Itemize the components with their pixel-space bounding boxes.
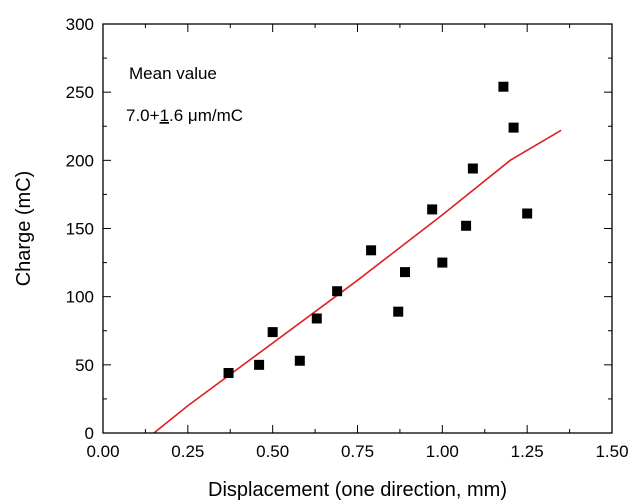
y-axis-title: Charge (mC): [13, 171, 35, 287]
x-tick-label: 0.25: [171, 442, 204, 461]
data-points-layer: [223, 81, 533, 379]
fit-line-layer: [153, 129, 562, 434]
annotation-value-prefix: 7.0+: [126, 106, 160, 125]
y-tick-label: 200: [66, 151, 94, 170]
y-tick-label: 100: [66, 288, 94, 307]
data-point: [461, 220, 472, 231]
annotation-mean-value: Mean value: [129, 64, 217, 83]
annotation-mean-result: 7.0+1.6 μm/mC: [126, 106, 243, 125]
y-tick-label: 300: [66, 15, 94, 34]
fit-line: [153, 129, 562, 434]
data-point: [332, 286, 343, 297]
data-point: [254, 359, 265, 370]
data-point: [223, 368, 234, 379]
axis-ticks: [102, 23, 613, 434]
y-tick-label: 50: [75, 356, 94, 375]
x-tick-label: 0.75: [341, 442, 374, 461]
axis-tick-labels: 0.00 0.25 0.50 0.75 1.00 1.25 1.50 0 50 100 150 200…: [66, 15, 629, 461]
data-point: [267, 327, 278, 338]
data-point: [366, 245, 377, 256]
y-tick-label: 0: [85, 424, 94, 443]
y-tick-label: 250: [66, 83, 94, 102]
x-tick-label: 0.50: [256, 442, 289, 461]
data-point: [522, 208, 533, 219]
data-point: [400, 267, 411, 278]
data-point: [498, 81, 509, 92]
x-tick-label: 1.00: [426, 442, 459, 461]
plot-frame: [102, 23, 613, 434]
x-axis-title: Displacement (one direction, mm): [208, 479, 507, 501]
y-tick-label: 150: [66, 220, 94, 239]
data-point: [311, 313, 322, 324]
data-point: [393, 306, 404, 317]
x-tick-label: 0.00: [86, 442, 119, 461]
data-point: [427, 204, 438, 215]
x-tick-label: 1.50: [595, 442, 628, 461]
x-tick-label: 1.25: [511, 442, 544, 461]
data-point: [437, 257, 448, 268]
data-point: [508, 122, 519, 133]
data-point: [294, 355, 305, 366]
annotation-value-underlined: 1: [160, 106, 169, 125]
data-point: [467, 163, 478, 174]
annotation-value-suffix: .6 μm/mC: [169, 106, 243, 125]
